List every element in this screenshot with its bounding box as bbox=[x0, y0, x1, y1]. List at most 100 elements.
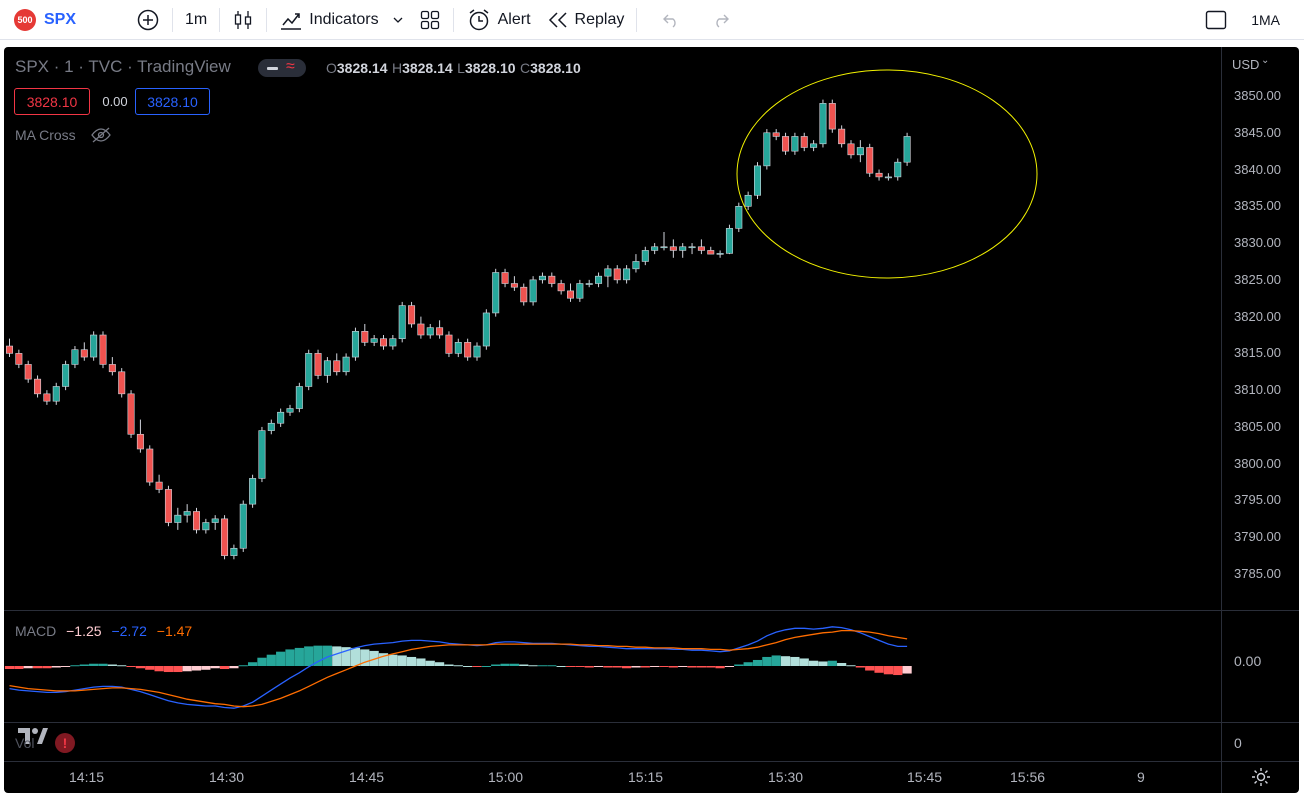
candle-body bbox=[43, 393, 51, 402]
chart-canvas[interactable] bbox=[4, 47, 1299, 793]
candle-body bbox=[351, 331, 359, 358]
candle bbox=[249, 474, 257, 508]
macd-hist-bar bbox=[350, 647, 361, 666]
macd-legend[interactable]: MACD −1.25 −2.72 −1.47 bbox=[15, 623, 192, 639]
chevron-down-icon[interactable] bbox=[387, 0, 411, 40]
indicators-button[interactable]: Indicators bbox=[271, 0, 386, 40]
macd-hist-bar bbox=[61, 666, 71, 667]
candle-body bbox=[492, 272, 500, 314]
candle-body bbox=[239, 503, 247, 549]
buy-button[interactable]: 3828.10 bbox=[135, 88, 210, 115]
candle bbox=[753, 162, 761, 199]
eye-slash-icon[interactable] bbox=[90, 127, 112, 143]
candle bbox=[183, 504, 191, 523]
tradingview-logo[interactable] bbox=[16, 725, 50, 747]
chart-type-button[interactable] bbox=[224, 0, 262, 40]
macd-hist-bar bbox=[42, 666, 52, 669]
settings-button[interactable] bbox=[1250, 766, 1272, 793]
compare-button[interactable] bbox=[128, 0, 168, 40]
layout-name[interactable]: 1MA bbox=[1243, 0, 1304, 40]
candle bbox=[641, 246, 649, 266]
macd-hist-bar bbox=[191, 666, 202, 671]
candle-body bbox=[417, 323, 425, 336]
candle-body bbox=[847, 143, 855, 156]
candle bbox=[202, 518, 210, 534]
ma-cross-label: MA Cross bbox=[15, 127, 76, 143]
candle-body bbox=[398, 305, 406, 339]
price-tick-label: 3785.00 bbox=[1234, 566, 1281, 581]
candle-body bbox=[258, 430, 266, 479]
indicators-icon bbox=[281, 12, 302, 30]
candles-icon bbox=[235, 10, 252, 29]
legend-toggle[interactable]: ≈ bbox=[258, 58, 306, 77]
candle bbox=[52, 382, 60, 405]
divider bbox=[452, 7, 454, 32]
templates-button[interactable] bbox=[411, 0, 449, 40]
candle bbox=[819, 99, 827, 148]
price-tick-label: 3820.00 bbox=[1234, 308, 1281, 324]
chevron-down-icon[interactable]: ⌄ bbox=[1261, 55, 1270, 66]
candle bbox=[744, 191, 752, 210]
macd-hist-bar bbox=[584, 666, 594, 668]
macd-hist-bar bbox=[706, 666, 716, 668]
candle bbox=[164, 485, 172, 527]
replay-button[interactable]: Replay bbox=[539, 0, 633, 40]
annotation-ellipse[interactable] bbox=[736, 69, 1038, 279]
candle-body bbox=[884, 176, 892, 179]
candle-body bbox=[5, 345, 14, 354]
candles-layer bbox=[5, 99, 911, 560]
redo-button[interactable] bbox=[703, 0, 739, 40]
candle-body bbox=[866, 147, 874, 174]
vol-zero-label: 0 bbox=[1234, 735, 1242, 751]
candle bbox=[136, 419, 144, 453]
price-tick-label: 3835.00 bbox=[1234, 198, 1281, 214]
sell-button[interactable]: 3828.10 bbox=[14, 88, 90, 115]
candle bbox=[763, 129, 771, 170]
candle-body bbox=[464, 342, 472, 358]
candle-body bbox=[445, 334, 453, 354]
macd-hist-bar bbox=[865, 666, 875, 671]
currency-selector[interactable]: USD bbox=[1232, 57, 1260, 72]
macd-hist-bar bbox=[762, 656, 772, 666]
candle bbox=[585, 279, 593, 288]
macd-hist-bar bbox=[509, 663, 519, 666]
candle bbox=[230, 544, 238, 560]
candle bbox=[866, 143, 874, 177]
chart-area[interactable]: SPX · 1 · TVC · TradingView ≈ O3828.14 H… bbox=[4, 47, 1299, 793]
candle bbox=[454, 338, 462, 358]
candle bbox=[800, 132, 808, 152]
macd-hist-bar bbox=[135, 666, 145, 669]
macd-hist-bar bbox=[818, 661, 828, 666]
ma-cross-legend[interactable]: MA Cross bbox=[15, 127, 112, 143]
candle-body bbox=[548, 275, 556, 284]
candle-body bbox=[52, 386, 60, 402]
candle bbox=[847, 140, 855, 159]
wave-icon: ≈ bbox=[286, 58, 295, 75]
candle bbox=[351, 327, 359, 361]
macd-hist-bar bbox=[780, 656, 791, 666]
candle bbox=[520, 283, 528, 306]
warning-icon[interactable]: ! bbox=[55, 733, 75, 753]
time-tick-label: 15:45 bbox=[907, 769, 943, 785]
candle bbox=[174, 507, 182, 530]
candle bbox=[267, 419, 275, 435]
macd-hist-bar bbox=[201, 666, 211, 670]
candle-body bbox=[454, 342, 462, 354]
macd-hist-bar bbox=[874, 666, 884, 673]
layout-button[interactable] bbox=[1197, 0, 1243, 40]
candle-body bbox=[707, 250, 715, 255]
macd-hist-bar bbox=[360, 649, 370, 666]
macd-hist-bar bbox=[163, 666, 174, 673]
candle-body bbox=[735, 206, 743, 229]
price-tick-label: 3825.00 bbox=[1234, 271, 1281, 287]
candle-body bbox=[595, 275, 603, 284]
macd-hist-bar bbox=[23, 666, 33, 669]
ohlc-values: O3828.14 H3828.14 L3828.10 C3828.10 bbox=[326, 60, 581, 78]
interval-button[interactable]: 1m bbox=[177, 0, 215, 40]
price-tick-label: 3795.00 bbox=[1234, 492, 1281, 508]
candle-body bbox=[370, 338, 378, 343]
candle bbox=[193, 507, 201, 534]
alert-button[interactable]: Alert bbox=[458, 0, 539, 40]
symbol-search[interactable]: 500 SPX bbox=[0, 0, 84, 40]
undo-button[interactable] bbox=[653, 0, 689, 40]
